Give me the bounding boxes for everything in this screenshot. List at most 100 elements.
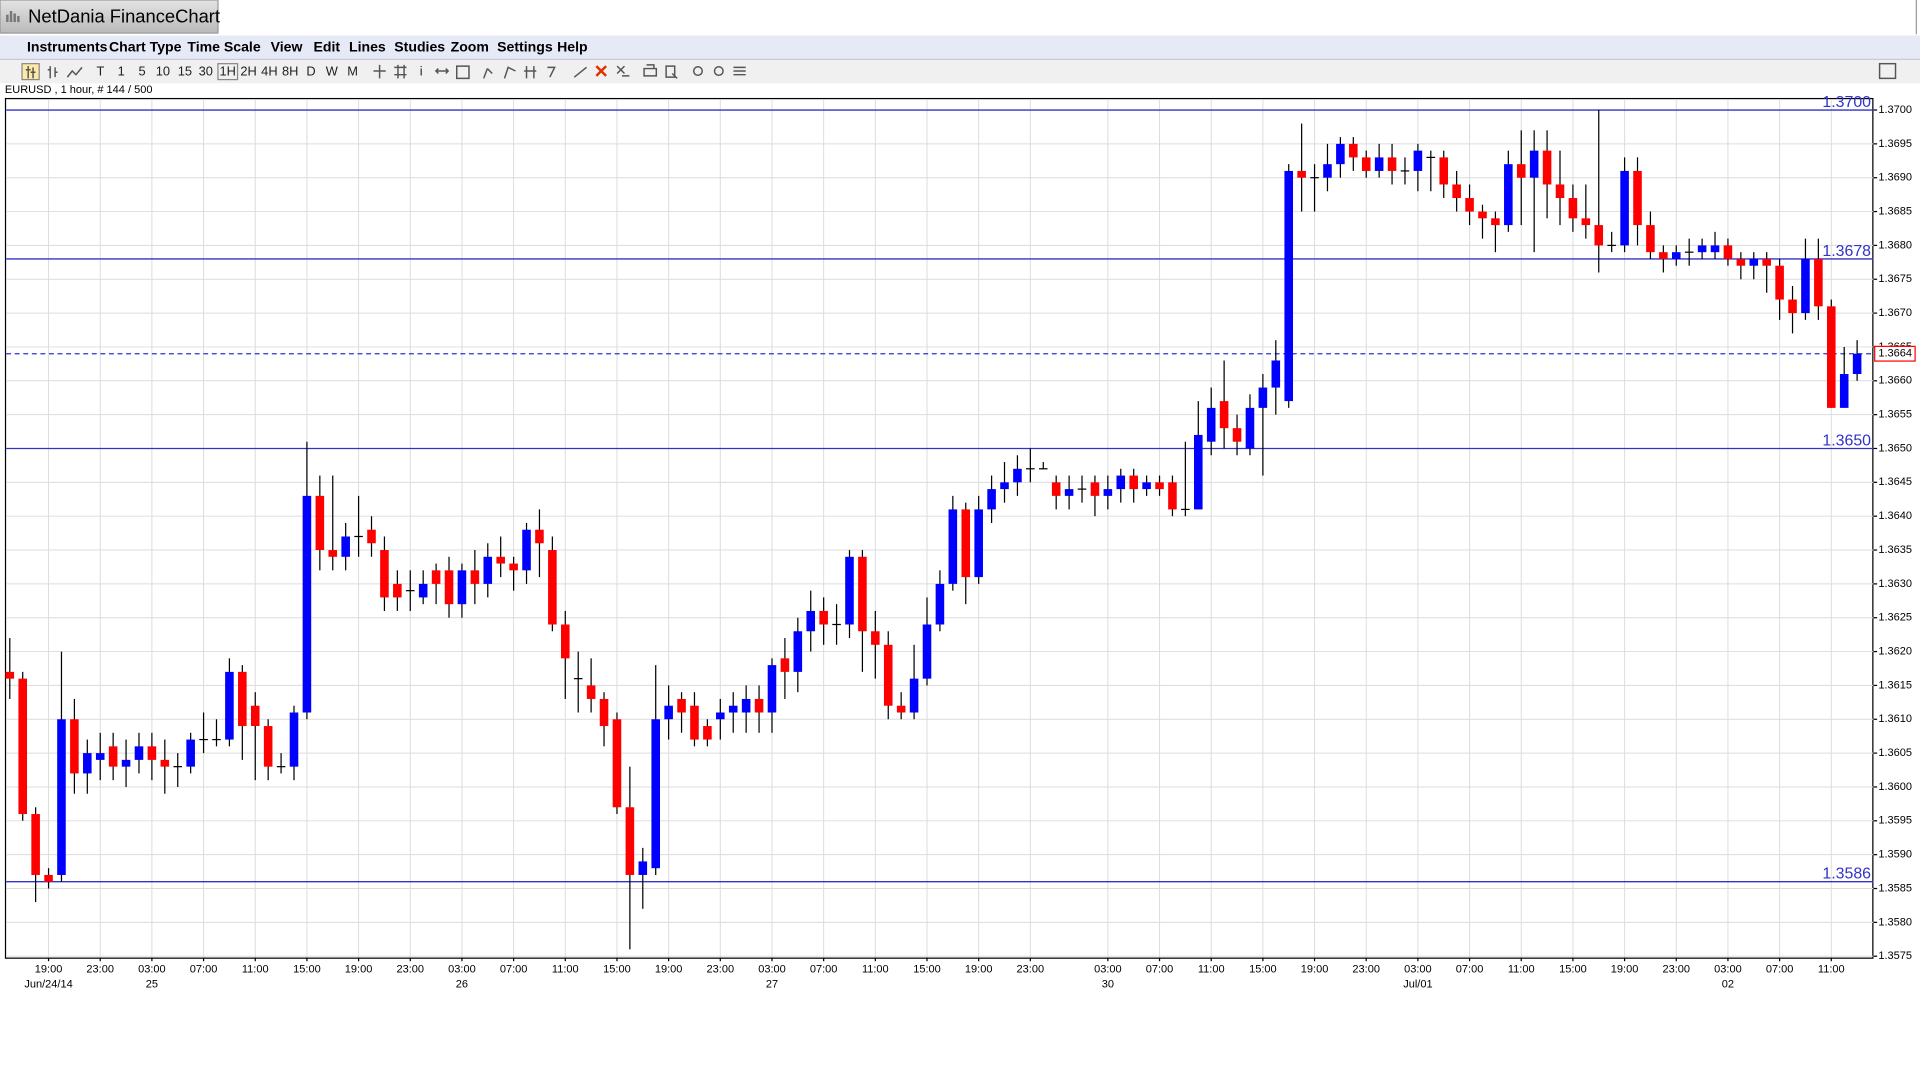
candle-body: [664, 705, 673, 720]
candle-body: [1568, 198, 1578, 219]
candle-body: [186, 739, 195, 767]
candle-body: [1529, 150, 1539, 178]
tool-icon[interactable]: [524, 66, 537, 79]
menu-item[interactable]: Edit: [313, 38, 340, 54]
candle-body: [70, 719, 79, 774]
date-label: 25: [146, 978, 158, 990]
grid-icon[interactable]: [394, 64, 407, 79]
candle-body: [1206, 407, 1216, 442]
volume-icon[interactable]: [456, 65, 470, 80]
x-tick-label: 07:00: [190, 964, 218, 976]
candle-body: [328, 550, 338, 557]
delete-all-icon[interactable]: [616, 65, 630, 77]
timescale-button[interactable]: 15: [178, 64, 192, 79]
candle-body: [535, 529, 544, 544]
y-tick-label: 1.3690: [1878, 172, 1912, 184]
zoom-out-icon[interactable]: [713, 66, 724, 77]
timescale-button[interactable]: 4H: [261, 64, 277, 79]
candle-body: [1620, 170, 1629, 246]
candle-body: [612, 719, 622, 808]
trendline-icon[interactable]: [573, 66, 587, 78]
candle-body: [741, 698, 751, 713]
candle-body: [1516, 164, 1526, 178]
bar-icon[interactable]: [47, 66, 58, 79]
tool-icon[interactable]: [482, 68, 493, 79]
menu-item[interactable]: Time Scale: [187, 38, 260, 54]
y-tick-label: 1.3590: [1878, 849, 1912, 861]
candle-body: [806, 610, 816, 632]
timescale-button[interactable]: 8H: [282, 64, 298, 79]
candle-body: [380, 550, 389, 598]
timescale-button[interactable]: 1H: [220, 64, 236, 79]
candle-body: [1297, 170, 1306, 178]
candle-body: [238, 671, 247, 727]
candle-body: [819, 610, 828, 625]
candle-body: [1336, 143, 1345, 165]
crosshair-icon[interactable]: [373, 64, 386, 79]
timescale-button[interactable]: M: [347, 64, 358, 79]
zoom-in-icon[interactable]: [692, 66, 703, 77]
x-tick-label: 03:00: [1714, 964, 1742, 976]
x-tick-label: 11:00: [1508, 964, 1535, 976]
toolbar: [0, 60, 1920, 84]
candle-body: [793, 631, 803, 672]
menu-item[interactable]: Settings: [497, 38, 553, 54]
menu-item[interactable]: Chart Type: [109, 38, 182, 54]
candle-body: [1736, 258, 1746, 266]
menu-item[interactable]: Instruments: [27, 38, 108, 54]
x-tick-label: 03:00: [138, 964, 166, 976]
menu-item[interactable]: Lines: [349, 38, 386, 54]
candle-body: [470, 570, 480, 584]
candle-body: [728, 705, 738, 713]
x-tick-label: 11:00: [552, 964, 579, 976]
fit-icon[interactable]: [733, 66, 746, 76]
preview-icon[interactable]: [665, 65, 678, 79]
settings-icon[interactable]: [1878, 62, 1897, 80]
timescale-button[interactable]: 30: [199, 64, 213, 79]
tool-icon[interactable]: [547, 66, 556, 78]
candle-body: [160, 759, 170, 767]
line-icon[interactable]: [66, 66, 83, 78]
timescale-button[interactable]: 5: [138, 64, 145, 79]
candle-body: [1116, 475, 1126, 490]
candle-body: [1194, 434, 1203, 510]
timescale-button[interactable]: D: [306, 64, 315, 79]
candle-body: [1594, 225, 1604, 246]
timescale-button[interactable]: i: [420, 64, 423, 79]
delete-icon[interactable]: [595, 65, 607, 77]
tool-icon[interactable]: [503, 66, 516, 79]
timescale-button[interactable]: T: [96, 64, 104, 79]
timescale-button[interactable]: 10: [156, 64, 170, 79]
x-tick-label: 15:00: [1249, 964, 1277, 976]
level-label: 1.3586: [1822, 866, 1871, 883]
candle-body: [1013, 468, 1022, 483]
candle-body: [586, 685, 596, 699]
candle-body: [1387, 157, 1397, 171]
x-tick-label: 07:00: [1146, 964, 1174, 976]
menu-item[interactable]: Studies: [394, 38, 445, 54]
menu-item[interactable]: Help: [557, 38, 588, 54]
candle-body: [883, 644, 893, 706]
candle-body: [754, 698, 764, 713]
candle-body: [1064, 489, 1074, 496]
candle-body: [1852, 353, 1862, 375]
timescale-button[interactable]: 1: [118, 64, 125, 79]
x-tick-label: 11:00: [242, 964, 269, 976]
y-tick-label: 1.3630: [1878, 578, 1912, 590]
timescale-button[interactable]: 2H: [240, 64, 256, 79]
selected-frame: [217, 63, 239, 81]
candle-body: [1142, 482, 1151, 490]
candle-body: [1659, 252, 1668, 259]
x-tick-label: 19:00: [655, 964, 683, 976]
candle-body: [341, 536, 350, 557]
print-icon[interactable]: [643, 64, 658, 77]
menu-item[interactable]: View: [271, 38, 303, 54]
candle-body: [457, 570, 467, 605]
pan-icon[interactable]: [434, 68, 450, 74]
menu-item[interactable]: Zoom: [451, 38, 489, 54]
timescale-button[interactable]: W: [326, 64, 339, 79]
candle-body: [935, 583, 945, 625]
candle-body: [948, 509, 958, 584]
candle-body: [1168, 482, 1177, 510]
candle-body: [483, 556, 493, 584]
